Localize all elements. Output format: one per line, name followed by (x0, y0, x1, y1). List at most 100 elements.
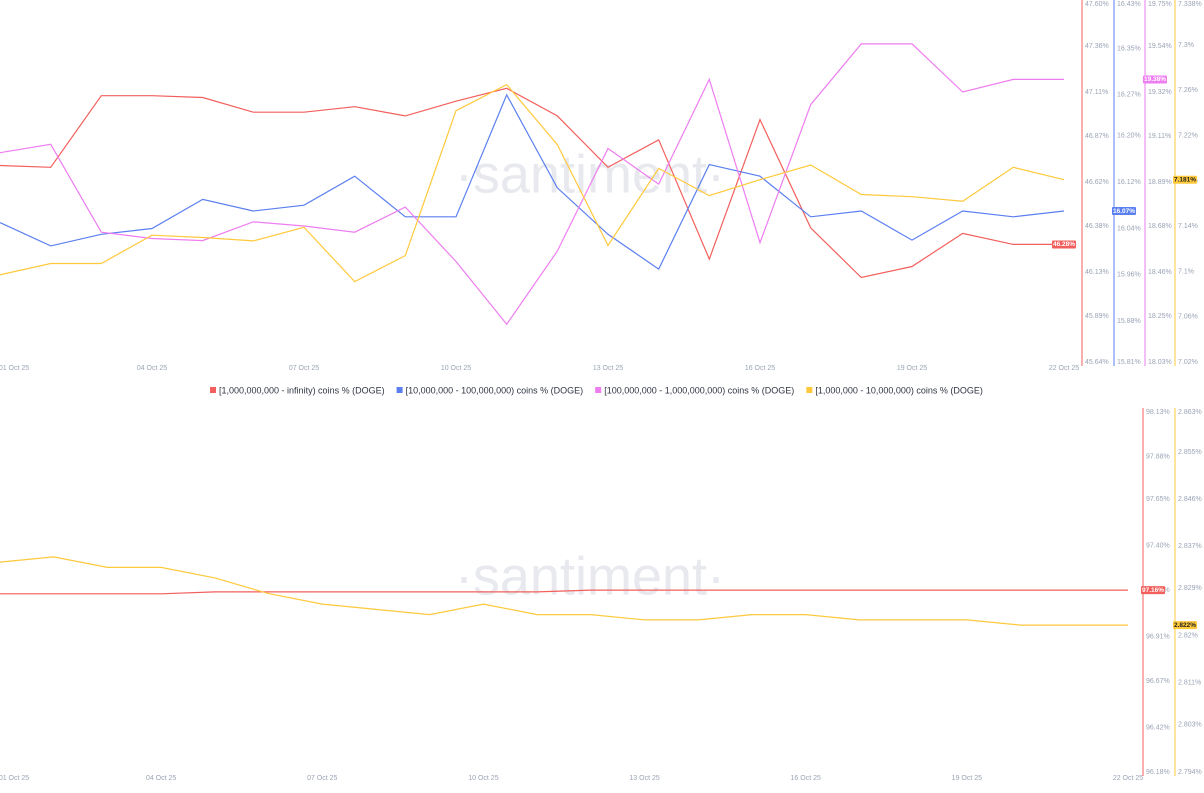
y-tick-label: 19.32% (1148, 89, 1172, 96)
y-tick-label: 2.803% (1178, 722, 1202, 729)
badge-label: 46.28% (1053, 241, 1075, 248)
y-tick-label: 18.89% (1148, 179, 1172, 186)
y-tick-label: 96.42% (1146, 724, 1170, 731)
y-tick-label: 46.62% (1085, 179, 1109, 186)
series-line (0, 589, 1128, 595)
y-tick-label: 7.02% (1178, 359, 1198, 366)
y-tick-label: 45.89% (1085, 313, 1109, 320)
x-tick-label: 19 Oct 25 (897, 365, 927, 372)
watermark: ·santiment· (455, 546, 725, 606)
y-tick-label: 7.338% (1178, 1, 1202, 8)
x-tick-label: 13 Oct 25 (629, 775, 659, 782)
y-tick-label: 7.26% (1178, 87, 1198, 94)
y-tick-label: 18.46% (1148, 269, 1172, 276)
y-tick-label: 15.81% (1117, 359, 1141, 366)
value-badge: 19.38% (1143, 75, 1167, 84)
y-tick-label: 46.13% (1085, 269, 1109, 276)
y-tick-label: 96.18% (1146, 769, 1170, 776)
y-tick-label: 96.67% (1146, 678, 1170, 685)
x-tick-label: 01 Oct 25 (0, 775, 29, 782)
x-tick-label: 04 Oct 25 (146, 775, 176, 782)
x-tick-label: 22 Oct 25 (1113, 775, 1143, 782)
y-tick-label: 7.22% (1178, 132, 1198, 139)
legend-label: [10,000,000 - 100,000,000) coins % (DOGE… (406, 385, 584, 395)
value-badge: 2.822% (1173, 621, 1197, 630)
y-tick-label: 7.14% (1178, 223, 1198, 230)
y-tick-label: 46.87% (1085, 133, 1109, 140)
badge-label: 16.07% (1113, 208, 1135, 215)
watermark: ·santiment· (455, 144, 725, 204)
y-tick-label: 18.25% (1148, 313, 1172, 320)
series-line (0, 93, 1065, 270)
y-tick-label: 98.13% (1146, 409, 1170, 416)
y-tick-label: 2.863% (1178, 409, 1202, 416)
y-tick-label: 18.03% (1148, 359, 1172, 366)
series-line (0, 556, 1128, 626)
x-tick-label: 16 Oct 25 (745, 365, 775, 372)
y-tick-label: 46.38% (1085, 223, 1109, 230)
x-tick-label: 13 Oct 25 (593, 365, 623, 372)
y-tick-label: 16.20% (1117, 132, 1141, 139)
value-badge: 46.28% (1052, 240, 1076, 249)
y-tick-label: 97.40% (1146, 542, 1170, 549)
y-tick-label: 45.64% (1085, 359, 1109, 366)
legend-label: [100,000,000 - 1,000,000,000) coins % (D… (604, 385, 794, 395)
badge-label: 2.822% (1174, 622, 1196, 629)
y-tick-label: 19.54% (1148, 43, 1172, 50)
legend-swatch (396, 387, 403, 393)
badge-label: 19.38% (1144, 76, 1166, 83)
y-tick-label: 16.04% (1117, 225, 1141, 232)
y-tick-label: 16.35% (1117, 45, 1141, 52)
x-tick-label: 07 Oct 25 (289, 365, 319, 372)
legend-swatch (210, 387, 216, 393)
y-tick-label: 19.11% (1148, 133, 1171, 140)
y-tick-label: 16.12% (1117, 179, 1141, 186)
y-tick-label: 15.88% (1117, 318, 1141, 325)
x-tick-label: 07 Oct 25 (307, 775, 337, 782)
y-tick-label: 97.88% (1146, 453, 1170, 460)
y-tick-label: 96.91% (1146, 633, 1170, 640)
series-line (0, 43, 1064, 326)
badge-bg (1141, 586, 1165, 595)
legend-label: [1,000,000 - 10,000,000) coins % (DOGE) (815, 385, 983, 395)
x-tick-label: 04 Oct 25 (137, 365, 167, 372)
y-tick-label: 97.65% (1146, 496, 1170, 503)
y-tick-label: 2.855% (1178, 449, 1202, 456)
x-tick-label: 01 Oct 25 (0, 365, 29, 372)
value-badge: 16.07% (1112, 207, 1136, 216)
x-tick-label: 10 Oct 25 (468, 775, 498, 782)
y-tick-label: 2.794% (1178, 769, 1202, 776)
y-tick-label: 7.06% (1178, 314, 1198, 321)
y-tick-label: 2.82% (1178, 632, 1198, 639)
y-tick-label: 18.68% (1148, 223, 1172, 230)
y-tick-label: 7.3% (1178, 42, 1194, 49)
legend-swatch (595, 387, 602, 393)
badge-bg (1052, 240, 1076, 249)
y-tick-label: 2.837% (1178, 543, 1202, 550)
legend-swatch (806, 387, 813, 393)
badge-bg (1173, 175, 1197, 184)
badge-bg (1173, 621, 1197, 630)
badge-label: 7.181% (1174, 176, 1196, 183)
badge-bg (1112, 207, 1136, 216)
y-tick-label: 2.829% (1178, 585, 1202, 592)
x-tick-label: 10 Oct 25 (441, 365, 471, 372)
series-line (0, 83, 1065, 283)
x-tick-label: 19 Oct 25 (952, 775, 982, 782)
badge-bg (1143, 75, 1167, 84)
y-tick-label: 7.1% (1178, 268, 1194, 275)
x-tick-label: 16 Oct 25 (791, 775, 821, 782)
value-badge: 7.181% (1173, 175, 1197, 184)
y-tick-label: 47.60% (1085, 1, 1109, 8)
y-tick-label: 16.27% (1117, 92, 1141, 99)
y-tick-label: 47.36% (1085, 43, 1109, 50)
x-tick-label: 22 Oct 25 (1049, 365, 1079, 372)
series-line (0, 87, 1064, 279)
y-tick-label: 16.43% (1117, 1, 1141, 8)
legend-label: [1,000,000,000 - infinity) coins % (DOGE… (219, 385, 385, 395)
badge-label: 97.16% (1142, 587, 1164, 594)
y-tick-label: 2.846% (1178, 496, 1202, 503)
y-tick-label: 47.11% (1085, 89, 1108, 96)
y-tick-label: 15.96% (1117, 272, 1141, 279)
